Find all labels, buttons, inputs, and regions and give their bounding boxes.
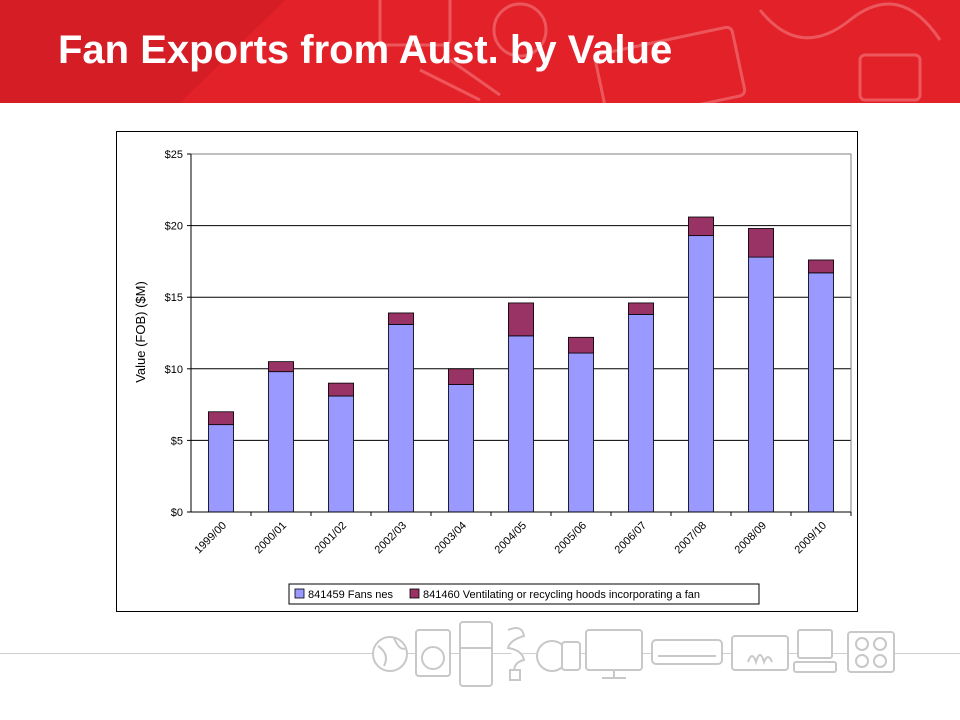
bar-segment — [688, 216, 715, 237]
bar-segment — [808, 259, 835, 274]
y-tick-label: $10 — [165, 364, 183, 376]
legend-entry: 841460 Ventilating or recycling hoods in… — [423, 589, 700, 601]
x-tick-label: 2008/09 — [733, 520, 770, 557]
x-tick-labels: 1999/00 2000/01 2001/02 2002/03 2003/04 2004/… — [193, 520, 830, 557]
bar-segment — [627, 302, 654, 315]
page-title: Fan Exports from Aust. by Value — [58, 28, 673, 72]
x-tick-label: 2000/01 — [253, 520, 290, 557]
bar-segment — [327, 395, 354, 513]
appliance-icon-strip — [372, 621, 895, 687]
washing-machine-icon — [415, 629, 451, 677]
chart-container: $0 $5 $10 $15 $20 $25 1999/00 2000/01 2001/02 20… — [116, 131, 858, 612]
y-axis-label: Value (FOB) ($M) — [133, 281, 148, 383]
bar-segment — [567, 352, 594, 513]
x-tick-label: 2003/04 — [433, 520, 470, 557]
x-tick-label: 2007/08 — [673, 520, 710, 557]
y-tick-label: $25 — [165, 149, 183, 161]
header-doodles — [0, 0, 942, 103]
gas-heater-icon — [731, 635, 789, 671]
legend-entry: 841459 Fans nes — [308, 589, 394, 601]
bar-segment — [808, 272, 835, 513]
x-tick-label: 1999/00 — [193, 520, 230, 557]
legend: 841459 Fans nes 841460 Ventilating or rec… — [288, 583, 760, 605]
header-banner: Fan Exports from Aust. by Value — [0, 0, 960, 103]
y-tick-label: $15 — [165, 292, 183, 304]
globe-icon — [372, 636, 408, 672]
bar-segment — [507, 302, 534, 337]
bar-segment — [447, 368, 474, 385]
y-tick-label: $20 — [165, 221, 183, 233]
stacked-bar-chart: $0 $5 $10 $15 $20 $25 1999/00 2000/01 2001/02 20… — [133, 149, 852, 605]
x-tick-label: 2004/05 — [493, 520, 530, 557]
bar-segment — [627, 313, 654, 513]
bars — [208, 216, 835, 513]
y-tick-label: $0 — [171, 507, 183, 519]
cfl-bulb-icon — [506, 627, 526, 681]
x-tick-label: 2002/03 — [373, 520, 410, 557]
x-tick-label: 2009/10 — [793, 520, 830, 557]
refrigerator-icon — [459, 621, 493, 687]
bar-segment — [748, 228, 775, 258]
air-conditioner-icon — [651, 639, 723, 665]
motor-icon — [536, 640, 581, 672]
bar-segment — [267, 361, 294, 373]
cooktop-icon — [847, 631, 895, 673]
bar-segment — [688, 235, 715, 513]
bar-segment — [327, 382, 354, 397]
y-tick-labels: $0 $5 $10 $15 $20 $25 — [165, 149, 183, 519]
y-tick-label: $5 — [171, 435, 183, 447]
x-tick-label: 2006/07 — [613, 520, 650, 557]
television-icon — [585, 629, 643, 679]
legend-box — [288, 583, 760, 605]
bar-segment — [507, 335, 534, 513]
bar-segment — [208, 424, 235, 513]
bar-segment — [208, 411, 235, 426]
axes — [187, 153, 852, 516]
bar-segment — [387, 312, 414, 325]
bar-segment — [267, 371, 294, 513]
bar-segment — [567, 336, 594, 354]
bar-segment — [387, 324, 414, 513]
bar-segment — [748, 256, 775, 513]
legend-swatch — [409, 588, 420, 599]
x-tick-label: 2005/06 — [553, 520, 590, 557]
legend-swatch — [294, 588, 305, 599]
computer-icon — [793, 629, 837, 673]
bar-segment — [447, 384, 474, 513]
x-tick-label: 2001/02 — [313, 520, 350, 557]
